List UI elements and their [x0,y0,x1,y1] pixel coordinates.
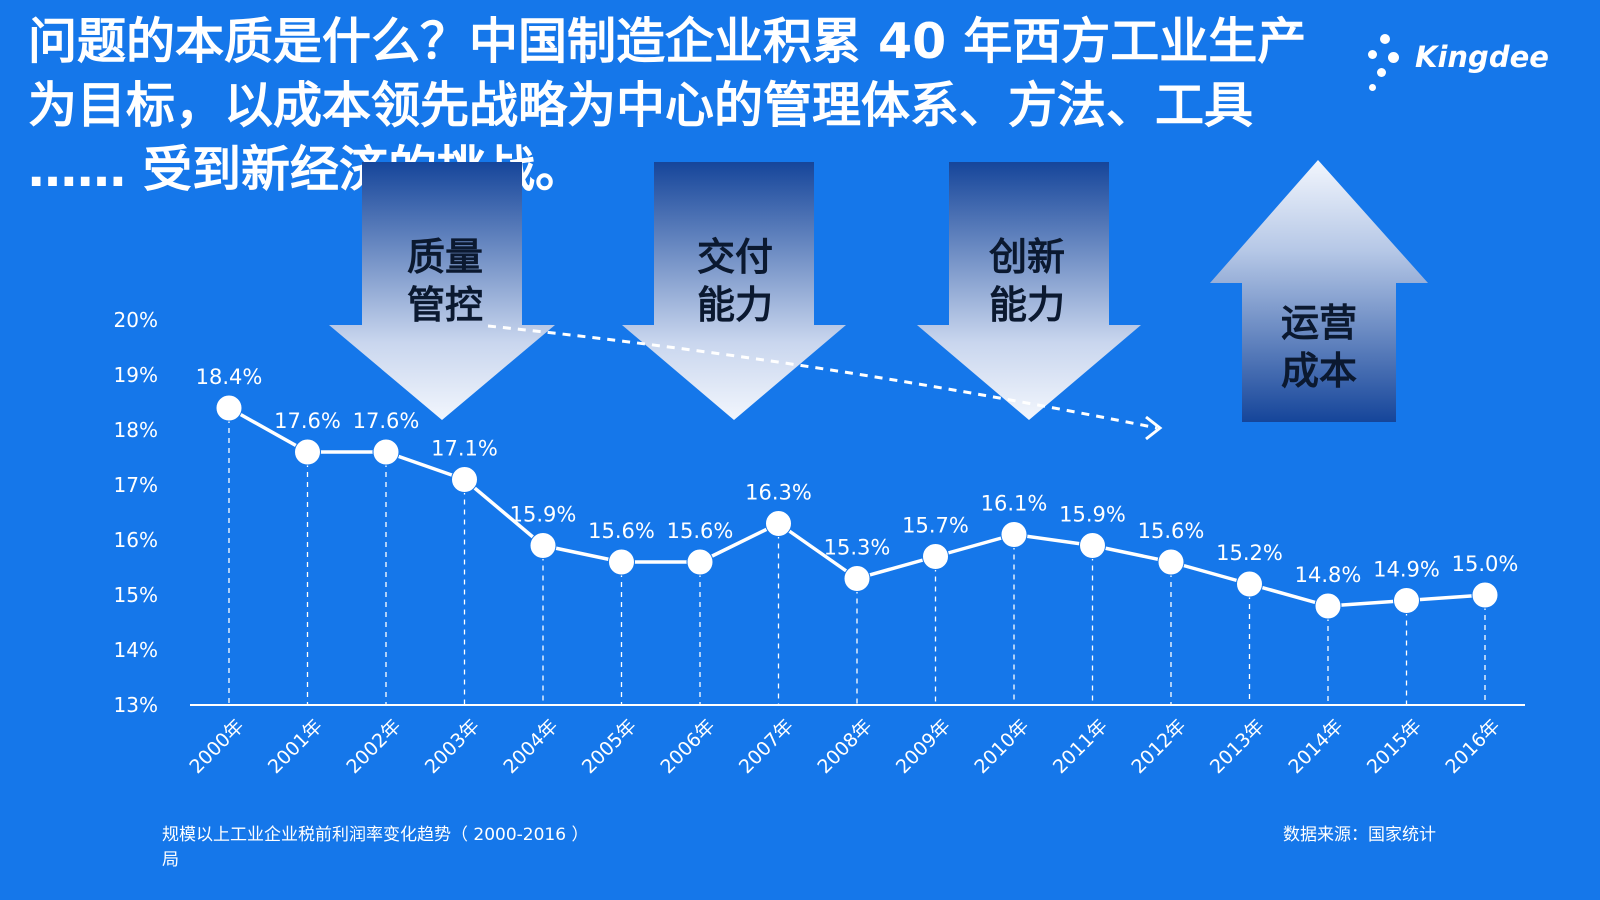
chart-caption: 规模以上工业企业税前利润率变化趋势（ 2000-2016 ） [162,825,589,845]
x-tick-label: 2004年 [499,715,562,778]
data-label: 18.4% [196,365,263,389]
data-point [922,543,949,570]
data-label: 16.1% [981,492,1048,516]
data-label: 14.9% [1373,558,1440,582]
data-point [1393,587,1420,614]
x-tick-label: 2009年 [892,715,955,778]
x-tick-label: 2011年 [1049,715,1112,778]
data-point [843,565,871,592]
arrow-delivery-capability [622,162,846,420]
arrow-label: 能力 [989,283,1065,327]
x-tick-label: 2005年 [578,715,641,778]
arrow-operating-cost [1210,160,1428,422]
y-tick-label: 19% [114,363,158,387]
logo-text: Kingdee [1415,40,1549,74]
data-label: 17.6% [274,409,341,433]
data-point [765,510,792,537]
data-label: 15.9% [510,503,577,527]
y-tick-label: 14% [114,638,158,662]
arrow-label: 创新 [989,235,1065,279]
data-label: 15.0% [1452,552,1519,576]
x-tick-label: 2000年 [185,715,248,778]
x-tick-label: 2008年 [813,715,876,778]
arrow-label: 质量 [407,235,483,279]
data-point [1314,592,1342,620]
data-label: 15.6% [588,519,655,543]
y-tick-label: 17% [114,473,158,497]
data-label: 15.6% [667,519,734,543]
logo-dot [1368,50,1377,59]
x-tick-label: 2016年 [1441,715,1504,778]
y-tick-label: 20% [114,308,158,332]
arrow-quality-control [329,162,555,420]
data-label: 17.1% [431,437,498,461]
logo-dot [1377,68,1386,77]
y-tick-label: 13% [114,693,158,717]
data-point [1079,532,1106,559]
x-tick-label: 2003年 [421,715,484,778]
y-tick-label: 15% [114,583,158,607]
data-label: 15.9% [1059,503,1126,527]
data-point [451,466,478,493]
arrow-label: 成本 [1281,349,1357,393]
arrow-innovation-capability [917,162,1141,420]
trend-arrowhead [1145,415,1163,441]
data-point [1471,581,1499,609]
data-source: 数据来源：国家统计 [1283,825,1436,845]
arrow-label: 交付 [697,235,773,279]
x-tick-label: 2001年 [264,715,327,778]
logo-dot [1380,34,1390,44]
x-tick-label: 2006年 [656,715,719,778]
y-tick-label: 16% [114,528,158,552]
x-tick-label: 2014年 [1284,715,1347,778]
y-tick-label: 18% [114,418,158,442]
data-point [294,438,321,466]
x-tick-label: 2010年 [970,715,1033,778]
x-tick-label: 2012年 [1127,715,1190,778]
x-tick-label: 2007年 [735,715,798,778]
logo-dot [1388,52,1399,63]
data-label: 17.6% [353,409,420,433]
data-label: 15.2% [1216,541,1283,565]
arrow-label: 运营 [1281,301,1357,345]
x-tick-label: 2013年 [1206,715,1269,778]
data-point [608,548,635,576]
arrow-label: 管控 [407,283,483,327]
data-point [372,438,400,466]
data-label: 15.3% [824,536,891,560]
data-point [1000,521,1028,548]
data-point [215,394,243,422]
trend-dashed-curve [487,324,1158,430]
slide-title: 问题的本质是什么？中国制造企业积累 40 年西方工业生产为目标，以成本领先战略为… [28,13,1307,198]
arrow-label: 能力 [697,283,773,327]
data-point [1236,570,1263,598]
x-tick-label: 2015年 [1363,715,1426,778]
data-label: 15.6% [1138,519,1205,543]
data-point [686,548,714,576]
data-point [529,532,557,559]
data-label: 15.7% [902,514,969,538]
x-tick-label: 2002年 [342,715,405,778]
logo-dot [1369,84,1376,91]
data-label: 16.3% [745,481,812,505]
kingdee-logo: Kingdee [1368,30,1568,100]
chart-caption-tail: 局 [162,850,179,870]
data-point [1157,548,1185,576]
data-label: 14.8% [1295,563,1362,587]
